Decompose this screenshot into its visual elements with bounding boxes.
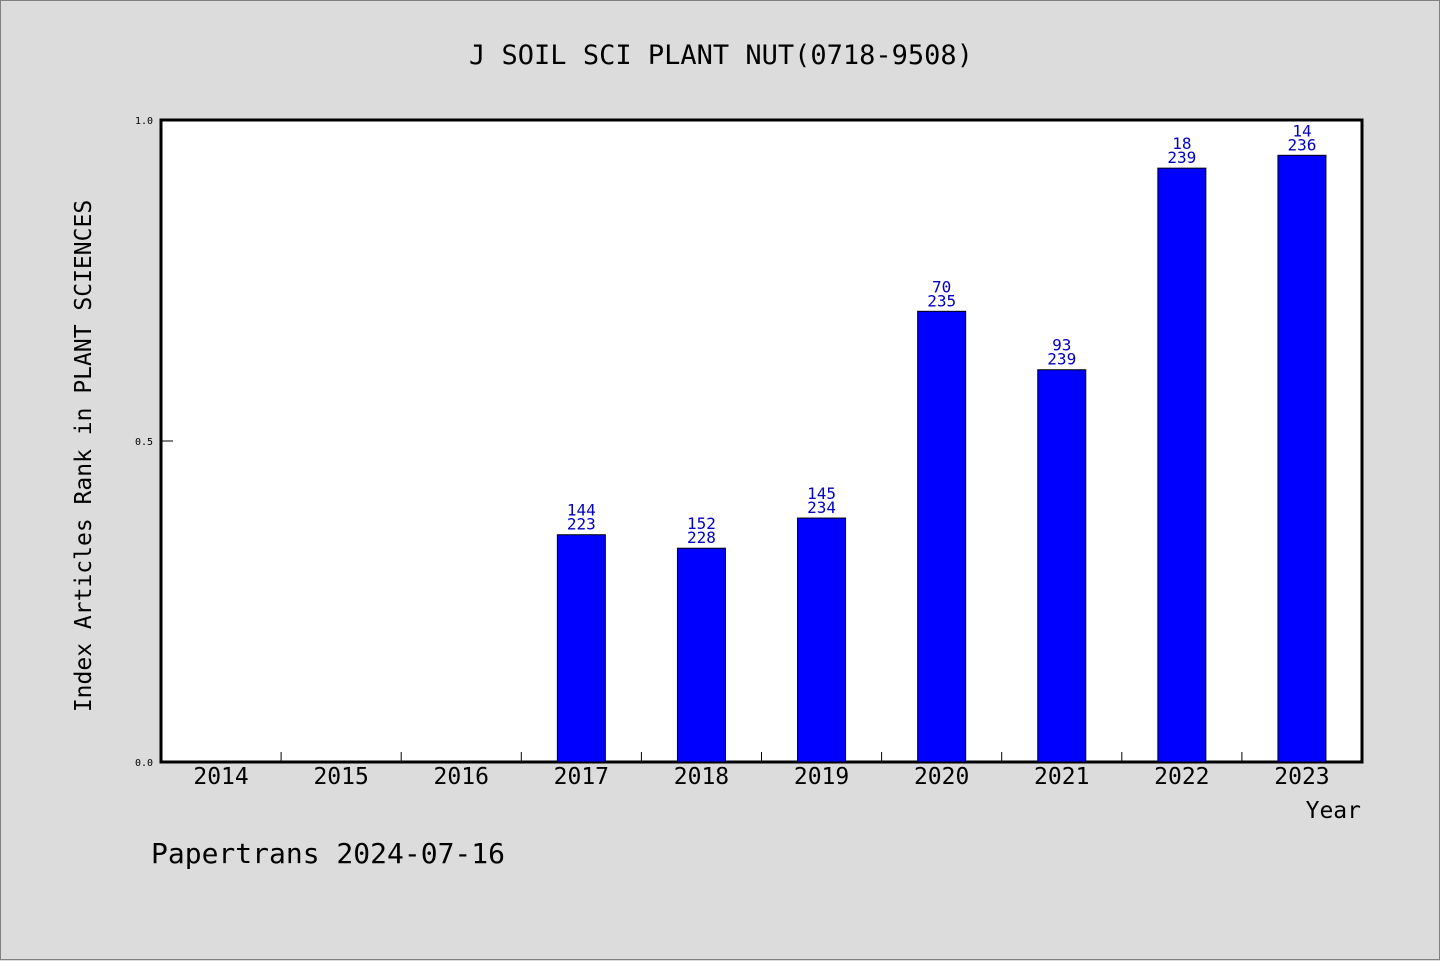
y-tick-label-1.0: 1.0: [135, 116, 153, 127]
x-tick-label-2018: 2018: [674, 764, 729, 790]
bar-2020: [917, 310, 967, 763]
x-tick-label-2019: 2019: [794, 764, 849, 790]
total-label-2022: 239: [1167, 148, 1196, 167]
bar-2017: [556, 534, 606, 763]
total-label-2019: 234: [807, 498, 836, 517]
rank-label-2021: 93: [1052, 336, 1071, 355]
x-axis-label: Year: [1306, 798, 1361, 824]
rank-label-2020: 70: [932, 277, 951, 296]
total-label-2023: 236: [1287, 135, 1316, 154]
x-tick-label-2022: 2022: [1154, 764, 1209, 790]
axes-group: 2014 2015 2016 2017 2018 2019 2020 2021 2022 2023…: [135, 116, 1330, 790]
x-tick-label-2017: 2017: [554, 764, 609, 790]
x-tick-label-2016: 2016: [434, 764, 489, 790]
rank-label-2022: 18: [1172, 134, 1191, 153]
total-label-2018: 228: [687, 528, 716, 547]
total-label-2017: 223: [567, 515, 596, 534]
footer-text: Papertrans 2024-07-16: [151, 837, 505, 870]
rank-label-2023: 14: [1292, 121, 1311, 140]
total-label-2021: 239: [1047, 350, 1076, 369]
rank-label-2017: 144: [567, 501, 596, 520]
y-tick-label-0.5: 0.5: [135, 437, 153, 448]
total-label-2020: 235: [927, 291, 956, 310]
rank-label-2019: 145: [807, 484, 836, 503]
x-tick-label-2014: 2014: [193, 764, 248, 790]
x-tick-label-2015: 2015: [313, 764, 368, 790]
x-tick-label-2023: 2023: [1274, 764, 1329, 790]
y-tick-label-0.0: 0.0: [135, 758, 153, 769]
bar-2022: [1157, 167, 1207, 763]
x-tick-label-2021: 2021: [1034, 764, 1089, 790]
bar-2023: [1277, 154, 1327, 763]
rank-label-2018: 152: [687, 514, 716, 533]
bar-2018: [676, 547, 726, 763]
chart-title: J SOIL SCI PLANT NUT(0718-9508): [469, 40, 973, 71]
x-tick-label-2020: 2020: [914, 764, 969, 790]
bar-2021: [1037, 369, 1087, 763]
bar-2019: [797, 517, 847, 763]
y-axis-label: Index Articles Rank in PLANT SCIENCES: [71, 200, 97, 712]
